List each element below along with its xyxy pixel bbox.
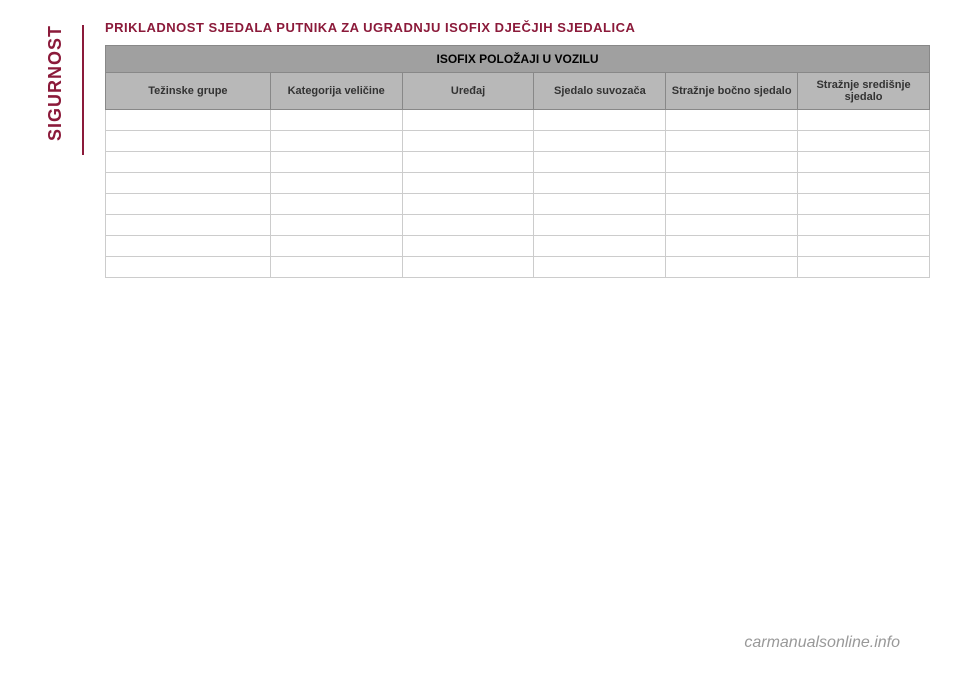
table-row — [106, 110, 930, 131]
table-cell — [106, 236, 271, 257]
sidebar-section-label: SIGURNOST — [45, 25, 66, 141]
table-cell — [666, 152, 798, 173]
table-cell — [270, 236, 402, 257]
table-cell — [798, 236, 930, 257]
table-column-header: Sjedalo suvozača — [534, 73, 666, 110]
table-cell — [534, 236, 666, 257]
table-column-header: Kategorija veličine — [270, 73, 402, 110]
table-cell — [534, 257, 666, 278]
table-row — [106, 236, 930, 257]
table-cell — [534, 131, 666, 152]
sidebar-divider — [82, 25, 84, 155]
table-cell — [666, 194, 798, 215]
table-cell — [270, 194, 402, 215]
table-cell — [402, 131, 534, 152]
table-cell — [666, 131, 798, 152]
table-cell — [106, 152, 271, 173]
table-cell — [666, 110, 798, 131]
table-cell — [402, 173, 534, 194]
table-cell — [534, 110, 666, 131]
table-cell — [534, 173, 666, 194]
table-cell — [666, 236, 798, 257]
table-cell — [798, 152, 930, 173]
table-cell — [270, 131, 402, 152]
table-cell — [534, 194, 666, 215]
table-row — [106, 257, 930, 278]
table-column-header: Stražnje središnje sjedalo — [798, 73, 930, 110]
table-cell — [534, 215, 666, 236]
table-cell — [666, 257, 798, 278]
table-cell — [402, 110, 534, 131]
table-column-header: Stražnje bočno sjedalo — [666, 73, 798, 110]
footer-watermark: carmanualsonline.info — [744, 634, 900, 652]
table-cell — [798, 173, 930, 194]
table-cell — [798, 131, 930, 152]
table-row — [106, 215, 930, 236]
isofix-table: ISOFIX POLOŽAJI U VOZILU Težinske grupeK… — [105, 45, 930, 278]
table-cell — [402, 257, 534, 278]
table-main-header: ISOFIX POLOŽAJI U VOZILU — [106, 46, 930, 73]
table-row — [106, 194, 930, 215]
table-row — [106, 131, 930, 152]
table-column-header: Težinske grupe — [106, 73, 271, 110]
table-cell — [798, 110, 930, 131]
table-cell — [106, 257, 271, 278]
table-cell — [666, 215, 798, 236]
table-column-header: Uređaj — [402, 73, 534, 110]
table-row — [106, 173, 930, 194]
table-cell — [798, 257, 930, 278]
main-content: PRIKLADNOST SJEDALA PUTNIKA ZA UGRADNJU … — [105, 20, 930, 278]
table-cell — [106, 194, 271, 215]
page-title: PRIKLADNOST SJEDALA PUTNIKA ZA UGRADNJU … — [105, 20, 930, 35]
table-cell — [270, 257, 402, 278]
table-cell — [402, 152, 534, 173]
table-cell — [270, 173, 402, 194]
table-cell — [798, 194, 930, 215]
table-cell — [270, 110, 402, 131]
table-cell — [106, 173, 271, 194]
table-cell — [402, 194, 534, 215]
table-cell — [270, 152, 402, 173]
table-cell — [270, 215, 402, 236]
table-cell — [666, 173, 798, 194]
table-cell — [106, 110, 271, 131]
table-cell — [106, 131, 271, 152]
table-cell — [798, 215, 930, 236]
table-row — [106, 152, 930, 173]
table-cell — [402, 236, 534, 257]
table-cell — [534, 152, 666, 173]
table-cell — [106, 215, 271, 236]
table-cell — [402, 215, 534, 236]
